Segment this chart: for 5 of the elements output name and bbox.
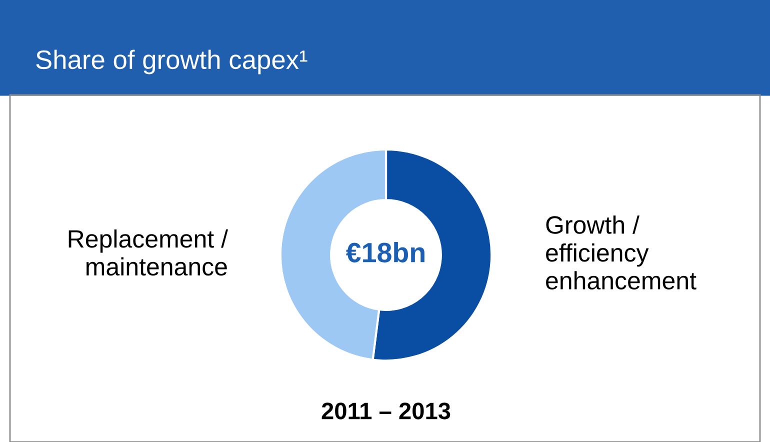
text: €18bn [346,242,424,262]
slice-label: Growth / efficiency enhancement [546,216,696,290]
chart-title: Share of growth capex¹ [36,50,308,74]
text: 2011 – 2013 [322,402,450,420]
slice-label: Replacement / maintenance [68,229,228,276]
